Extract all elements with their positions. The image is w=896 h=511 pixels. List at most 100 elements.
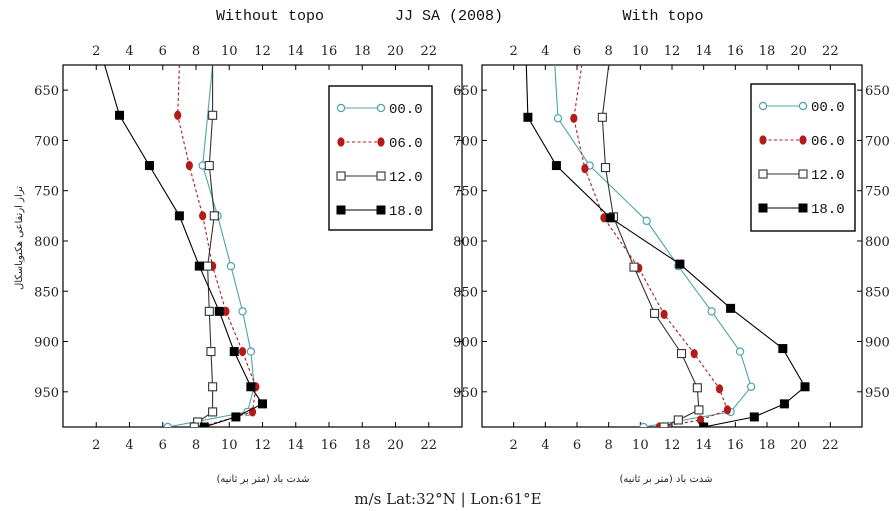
data-point-18-0 bbox=[523, 112, 533, 122]
x-tick-label-bottom: 6 bbox=[159, 438, 167, 453]
series-line-00-0 bbox=[554, 65, 752, 427]
x-tick-label-bottom: 8 bbox=[192, 438, 200, 453]
data-point-00-0 bbox=[735, 347, 745, 356]
data-point-18-0 bbox=[675, 259, 685, 269]
legend-label: 18.0 bbox=[389, 204, 423, 220]
data-point-12-0 bbox=[209, 211, 219, 221]
y-axis-label: تراز ارتفاعی هکتوپاسکال bbox=[14, 186, 25, 290]
x-tick-label-bottom: 16 bbox=[727, 438, 744, 453]
legend-marker bbox=[377, 137, 385, 147]
footer-caption: m/s Lat:32°N | Lon:61°E bbox=[354, 490, 541, 508]
x-tick-label-bottom: 20 bbox=[790, 438, 807, 453]
legend-label: 18.0 bbox=[811, 202, 845, 218]
y-tick-label: 650 bbox=[34, 84, 59, 99]
data-point-12-0 bbox=[692, 383, 702, 393]
legend-label: 06.0 bbox=[811, 134, 845, 150]
data-point-12-0 bbox=[208, 407, 218, 417]
y-tick-label: 900 bbox=[34, 336, 59, 351]
legend: 00.0 06.0 12.0 18.0 bbox=[328, 85, 433, 231]
x-tick-label-bottom: 2 bbox=[92, 438, 100, 453]
data-point-12-0 bbox=[629, 262, 639, 272]
x-tick-label-top: 4 bbox=[125, 44, 133, 59]
x-tick-label-top: 22 bbox=[420, 44, 437, 59]
data-point-18-0 bbox=[800, 382, 810, 392]
y-tick-label: 800 bbox=[453, 235, 478, 250]
data-point-18-0 bbox=[779, 399, 789, 409]
plot-area bbox=[523, 65, 810, 427]
x-tick-label-bottom: 12 bbox=[254, 438, 271, 453]
data-point-18-0 bbox=[231, 412, 241, 422]
x-tick-label-top: 8 bbox=[192, 44, 200, 59]
legend-marker bbox=[336, 205, 346, 215]
data-point-12-0 bbox=[694, 405, 704, 415]
legend-marker bbox=[799, 135, 807, 145]
x-tick-label-top: 12 bbox=[254, 44, 271, 59]
data-point-06-0 bbox=[174, 110, 182, 120]
legend-marker bbox=[336, 103, 346, 113]
legend-label: 00.0 bbox=[811, 100, 845, 116]
x-tick-label-bottom: 22 bbox=[420, 438, 437, 453]
data-point-18-0 bbox=[699, 422, 709, 427]
y-tick-label-right: 900 bbox=[865, 336, 890, 351]
x-axis-label-right: شدت باد (متر بر ثانیه) bbox=[619, 474, 712, 485]
y-tick-label: 950 bbox=[453, 386, 478, 401]
data-point-06-0 bbox=[570, 113, 578, 123]
x-tick-label-bottom: 16 bbox=[321, 438, 338, 453]
data-point-12-0 bbox=[597, 112, 607, 122]
data-point-06-0 bbox=[660, 309, 668, 319]
x-tick-label-top: 10 bbox=[221, 44, 238, 59]
x-tick-label-top: 2 bbox=[92, 44, 100, 59]
data-point-06-0 bbox=[238, 346, 247, 357]
data-point-00-0 bbox=[746, 382, 756, 391]
x-tick-label-bottom: 12 bbox=[664, 438, 681, 453]
x-tick-label-bottom: 8 bbox=[605, 438, 613, 453]
data-point-00-0 bbox=[163, 422, 172, 427]
data-point-18-0 bbox=[174, 211, 184, 221]
data-point-18-0 bbox=[144, 161, 154, 171]
x-tick-label-bottom: 10 bbox=[632, 438, 649, 453]
legend-marker bbox=[798, 203, 808, 213]
legend-marker bbox=[376, 205, 386, 215]
data-point-18-0 bbox=[605, 213, 615, 223]
data-point-12-0 bbox=[208, 382, 218, 392]
y-tick-label: 800 bbox=[34, 235, 59, 250]
data-point-12-0 bbox=[204, 161, 214, 171]
panel-without-topo: 2244668810101212141416161818202022226507… bbox=[34, 44, 463, 453]
data-point-18-0 bbox=[115, 110, 125, 120]
legend-label: 00.0 bbox=[389, 102, 423, 118]
data-point-06-0 bbox=[715, 384, 724, 394]
data-point-18-0 bbox=[214, 306, 224, 316]
legend-label: 12.0 bbox=[811, 168, 845, 184]
y-tick-label-right: 950 bbox=[865, 386, 890, 401]
data-point-12-0 bbox=[208, 110, 218, 120]
data-point-00-0 bbox=[238, 307, 247, 316]
x-tick-label-bottom: 18 bbox=[759, 438, 776, 453]
x-tick-label-top: 12 bbox=[664, 44, 681, 59]
data-point-12-0 bbox=[600, 163, 611, 173]
y-tick-label: 650 bbox=[453, 84, 478, 99]
x-tick-label-bottom: 14 bbox=[695, 438, 712, 453]
y-tick-label-right: 750 bbox=[865, 185, 890, 200]
legend-marker bbox=[759, 135, 767, 145]
x-tick-label-bottom: 4 bbox=[125, 438, 133, 453]
data-point-12-0 bbox=[189, 422, 199, 427]
data-point-18-0 bbox=[194, 261, 204, 271]
legend: 00.0 06.0 12.0 18.0 bbox=[750, 83, 856, 232]
data-point-12-0 bbox=[203, 261, 213, 271]
data-point-12-0 bbox=[206, 347, 216, 357]
y-tick-label: 700 bbox=[453, 134, 478, 149]
data-point-18-0 bbox=[246, 382, 256, 392]
x-tick-label-top: 14 bbox=[695, 44, 712, 59]
y-tick-label-right: 700 bbox=[865, 134, 890, 149]
x-tick-label-bottom: 20 bbox=[387, 438, 404, 453]
data-point-18-0 bbox=[726, 303, 736, 313]
x-tick-label-top: 6 bbox=[159, 44, 167, 59]
data-point-06-0 bbox=[690, 348, 698, 359]
x-tick-label-bottom: 10 bbox=[221, 438, 238, 453]
x-tick-label-top: 16 bbox=[727, 44, 744, 59]
x-tick-label-bottom: 22 bbox=[822, 438, 839, 453]
y-tick-label: 850 bbox=[34, 285, 59, 300]
legend-marker bbox=[798, 101, 808, 111]
